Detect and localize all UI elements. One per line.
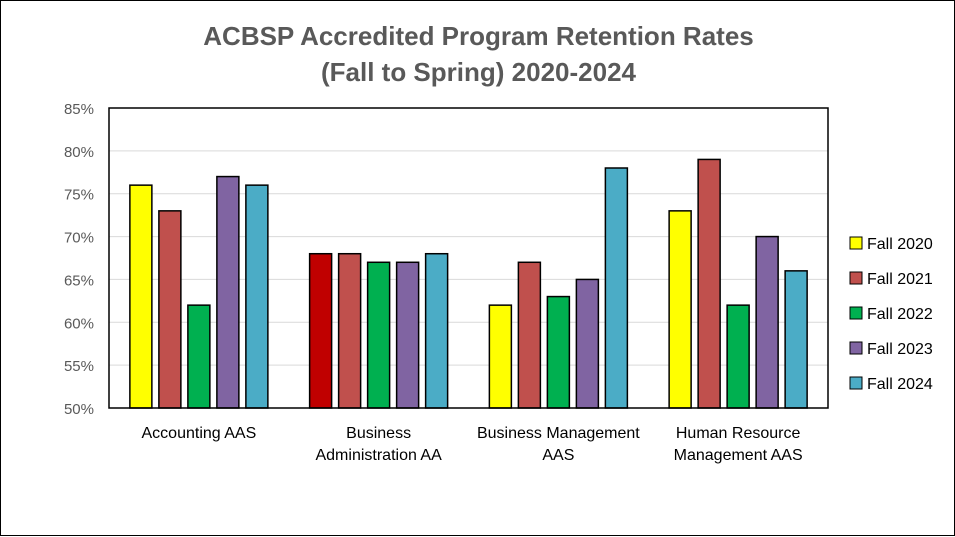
y-tick-label: 60% xyxy=(64,315,94,332)
legend-swatch xyxy=(849,271,863,285)
bar xyxy=(337,252,362,409)
plot-area-border xyxy=(108,107,829,409)
x-category-label: AAS xyxy=(542,447,574,464)
y-tick-label: 80% xyxy=(64,144,94,161)
chart-title-line-1: ACBSP Accredited Program Retention Rates xyxy=(203,21,754,51)
chart-title-line-2: (Fall to Spring) 2020-2024 xyxy=(321,57,636,87)
y-tick-label: 65% xyxy=(64,272,94,289)
bar xyxy=(546,295,571,409)
legend-swatch xyxy=(849,306,863,320)
bar xyxy=(726,304,750,409)
legend-label: Fall 2023 xyxy=(867,341,933,358)
bar xyxy=(245,184,269,409)
bar xyxy=(575,278,600,409)
y-tick-label: 70% xyxy=(64,230,94,247)
bar xyxy=(784,270,808,409)
legend-swatch xyxy=(849,236,863,250)
bar xyxy=(366,261,391,409)
bar xyxy=(395,261,420,409)
bar xyxy=(308,252,333,409)
y-tick-label: 55% xyxy=(64,358,94,375)
bar xyxy=(216,175,240,409)
legend-label: Fall 2020 xyxy=(867,236,933,253)
y-tick-label: 75% xyxy=(64,187,94,204)
x-category-label: Administration AA xyxy=(315,447,442,464)
y-tick-label: 50% xyxy=(64,401,94,418)
bar xyxy=(488,304,513,409)
x-category-label: Business xyxy=(346,425,411,442)
bar xyxy=(668,210,692,409)
legend-swatch xyxy=(849,341,863,355)
x-category-label: Human Resource xyxy=(676,425,801,442)
bar xyxy=(187,304,211,409)
bar xyxy=(604,167,629,409)
x-category-label: Business Management xyxy=(477,425,640,442)
y-tick-label: 85% xyxy=(64,101,94,118)
legend-swatch xyxy=(849,376,863,390)
legend-label: Fall 2022 xyxy=(867,306,933,323)
x-category-label: Management AAS xyxy=(674,447,803,464)
bar xyxy=(158,210,182,409)
bar xyxy=(755,235,779,409)
legend-label: Fall 2024 xyxy=(867,376,933,393)
x-category-label: Accounting AAS xyxy=(142,425,257,442)
bar xyxy=(517,261,542,409)
bar xyxy=(697,158,721,409)
legend-label: Fall 2021 xyxy=(867,271,933,288)
bar xyxy=(129,184,153,409)
bar xyxy=(424,252,449,409)
